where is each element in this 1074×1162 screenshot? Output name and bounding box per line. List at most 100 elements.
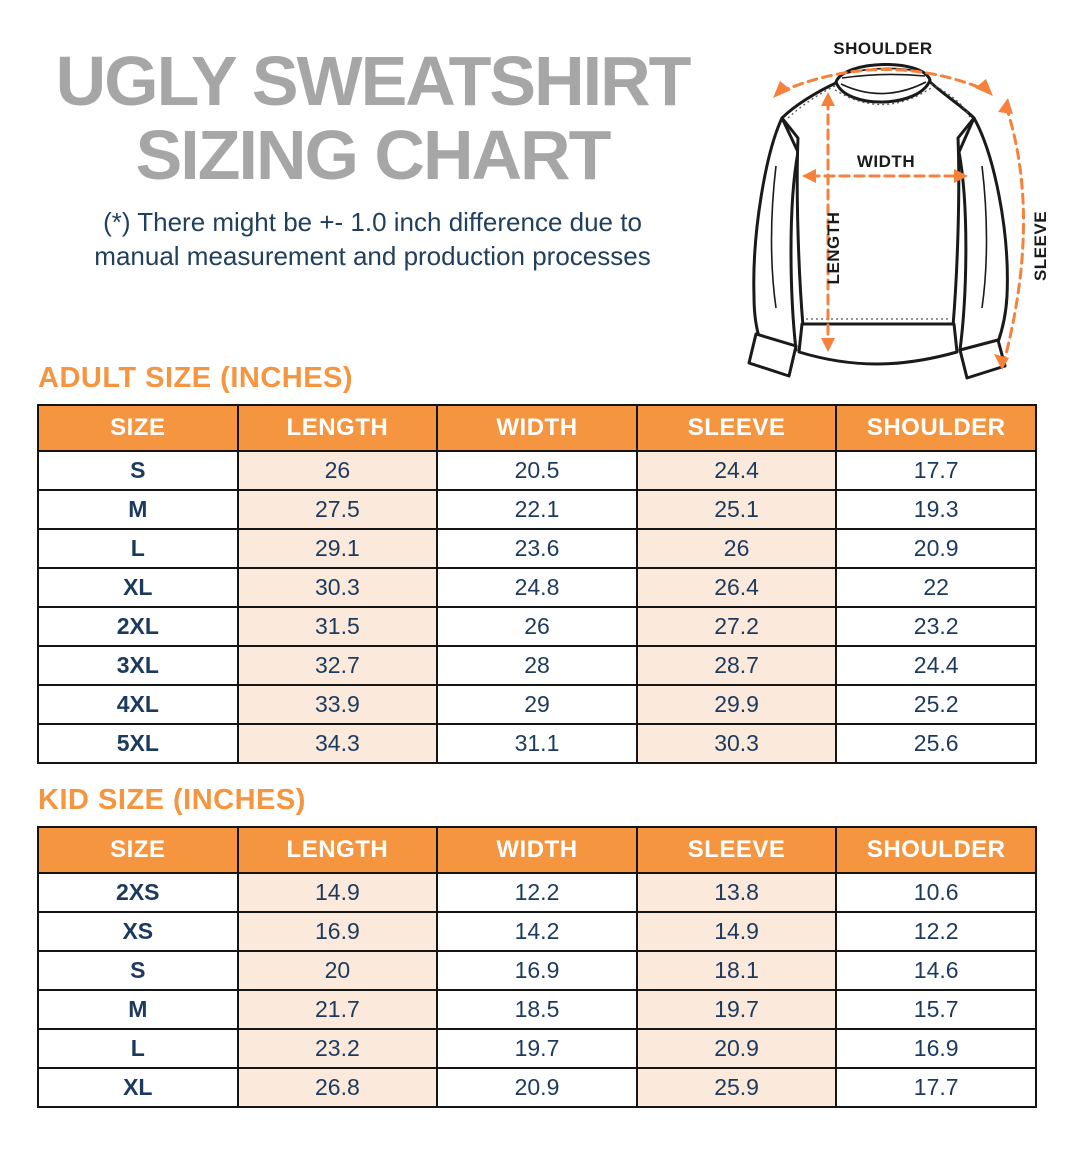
value-cell: 28.7 bbox=[635, 645, 838, 686]
value-cell: 21.7 bbox=[236, 989, 439, 1030]
table-row: XS 16.9 14.2 14.9 12.2 bbox=[37, 911, 1037, 952]
value-cell: 26.8 bbox=[236, 1067, 439, 1108]
waistband bbox=[797, 322, 959, 366]
value-cell: 26 bbox=[236, 450, 439, 491]
page-title-line2: SIZING CHART bbox=[135, 116, 612, 195]
value-cell: 30.3 bbox=[635, 723, 838, 764]
size-cell: L bbox=[37, 1028, 239, 1069]
collar-stitch bbox=[834, 87, 932, 106]
value-cell: 29.1 bbox=[236, 528, 439, 569]
value-cell: 15.7 bbox=[835, 989, 1037, 1030]
shoulder-arrow bbox=[778, 68, 988, 94]
size-cell: 3XL bbox=[37, 645, 239, 686]
value-cell: 20.9 bbox=[835, 528, 1037, 569]
shoulder-arrow-left-head bbox=[773, 81, 791, 98]
disclaimer-line1: (*) There might be +- 1.0 inch differenc… bbox=[103, 207, 642, 238]
value-cell: 18.5 bbox=[436, 989, 638, 1030]
column-header-size: SIZE bbox=[37, 404, 239, 452]
sweatshirt-illustration: SHOULDER WIDTH LENGTH SLEEVE bbox=[747, 39, 1050, 380]
value-cell: 24.8 bbox=[436, 567, 638, 608]
table-row: L 29.1 23.6 26 20.9 bbox=[37, 528, 1037, 569]
right-sleeve-crease bbox=[981, 165, 988, 309]
value-cell: 19.7 bbox=[635, 989, 838, 1030]
left-shoulder-stitch bbox=[785, 85, 836, 121]
shoulder-label: SHOULDER bbox=[833, 39, 932, 58]
length-label: LENGTH bbox=[824, 212, 843, 285]
column-header-length: LENGTH bbox=[236, 826, 439, 874]
table-header-row: SIZE LENGTH WIDTH SLEEVE SHOULDER bbox=[37, 826, 1037, 874]
left-cuff bbox=[747, 332, 798, 378]
table-row: M 21.7 18.5 19.7 15.7 bbox=[37, 989, 1037, 1030]
length-arrow-bottom-head bbox=[821, 338, 835, 352]
size-cell: 2XS bbox=[37, 872, 239, 913]
value-cell: 20 bbox=[236, 950, 439, 991]
value-cell: 16.9 bbox=[835, 1028, 1037, 1069]
table-row: 2XS 14.9 12.2 13.8 10.6 bbox=[37, 872, 1037, 913]
value-cell: 18.1 bbox=[635, 950, 838, 991]
width-label: WIDTH bbox=[857, 152, 915, 171]
value-cell: 22 bbox=[835, 567, 1037, 608]
column-header-sleeve: SLEEVE bbox=[635, 404, 838, 452]
value-cell: 20.9 bbox=[635, 1028, 838, 1069]
adult-table-body: S 26 20.5 24.4 17.7 M 27.5 22.1 25.1 19.3 L 29.1 23.… bbox=[37, 450, 1037, 764]
column-header-length: LENGTH bbox=[236, 404, 439, 452]
table-row: 4XL 33.9 29 29.9 25.2 bbox=[37, 684, 1037, 725]
value-cell: 14.9 bbox=[635, 911, 838, 952]
size-cell: XL bbox=[37, 567, 239, 608]
value-cell: 32.7 bbox=[236, 645, 439, 686]
column-header-width: WIDTH bbox=[436, 826, 638, 874]
value-cell: 29 bbox=[436, 684, 638, 725]
value-cell: 14.9 bbox=[236, 872, 439, 913]
value-cell: 23.6 bbox=[436, 528, 638, 569]
size-cell: S bbox=[37, 450, 239, 491]
value-cell: 10.6 bbox=[835, 872, 1037, 913]
size-cell: S bbox=[37, 950, 239, 991]
value-cell: 25.9 bbox=[635, 1067, 838, 1108]
disclaimer-line2: manual measurement and production proces… bbox=[94, 241, 651, 272]
adult-table-header: SIZE LENGTH WIDTH SLEEVE SHOULDER bbox=[37, 404, 1037, 452]
value-cell: 27.5 bbox=[236, 489, 439, 530]
left-sleeve bbox=[752, 116, 800, 352]
adult-size-heading: ADULT SIZE (INCHES) bbox=[38, 362, 354, 394]
table-row: S 20 16.9 18.1 14.6 bbox=[37, 950, 1037, 991]
size-cell: M bbox=[37, 989, 239, 1030]
collar bbox=[834, 63, 932, 104]
value-cell: 25.1 bbox=[635, 489, 838, 530]
table-row: M 27.5 22.1 25.1 19.3 bbox=[37, 489, 1037, 530]
value-cell: 31.5 bbox=[236, 606, 439, 647]
value-cell: 23.2 bbox=[835, 606, 1037, 647]
torso bbox=[780, 78, 976, 328]
size-cell: M bbox=[37, 489, 239, 530]
right-sleeve bbox=[957, 116, 1009, 352]
column-header-sleeve: SLEEVE bbox=[635, 826, 838, 874]
size-cell: 4XL bbox=[37, 684, 239, 725]
value-cell: 24.4 bbox=[835, 645, 1037, 686]
value-cell: 25.2 bbox=[835, 684, 1037, 725]
value-cell: 25.6 bbox=[835, 723, 1037, 764]
shoulder-arrow-right-head bbox=[975, 79, 993, 96]
value-cell: 26 bbox=[436, 606, 638, 647]
page-title-line1: UGLY SWEATSHIRT bbox=[55, 42, 692, 120]
table-row: 5XL 34.3 31.1 30.3 25.6 bbox=[37, 723, 1037, 764]
collar-front-edge bbox=[840, 81, 927, 95]
disclaimer-text: (*) There might be +- 1.0 inch differenc… bbox=[0, 206, 745, 274]
collar-rib-2 bbox=[841, 73, 926, 79]
table-row: 2XL 31.5 26 27.2 23.2 bbox=[37, 606, 1037, 647]
kid-table-header: SIZE LENGTH WIDTH SLEEVE SHOULDER bbox=[37, 826, 1037, 874]
title-block: UGLY SWEATSHIRT SIZING CHART (*) There m… bbox=[0, 44, 745, 274]
column-header-width: WIDTH bbox=[436, 404, 638, 452]
size-cell: XS bbox=[37, 911, 239, 952]
value-cell: 13.8 bbox=[635, 872, 838, 913]
value-cell: 16.9 bbox=[436, 950, 638, 991]
size-cell: L bbox=[37, 528, 239, 569]
width-arrow-left-head bbox=[802, 169, 816, 183]
column-header-size: SIZE bbox=[37, 826, 239, 874]
value-cell: 33.9 bbox=[236, 684, 439, 725]
value-cell: 19.3 bbox=[835, 489, 1037, 530]
kid-size-table: SIZE LENGTH WIDTH SLEEVE SHOULDER 2XS 14.… bbox=[37, 826, 1037, 1108]
table-row: XL 26.8 20.9 25.9 17.7 bbox=[37, 1067, 1037, 1108]
sleeve-arrow bbox=[1002, 104, 1025, 364]
value-cell: 14.6 bbox=[835, 950, 1037, 991]
left-sleeve-crease bbox=[770, 165, 777, 309]
value-cell: 30.3 bbox=[236, 567, 439, 608]
